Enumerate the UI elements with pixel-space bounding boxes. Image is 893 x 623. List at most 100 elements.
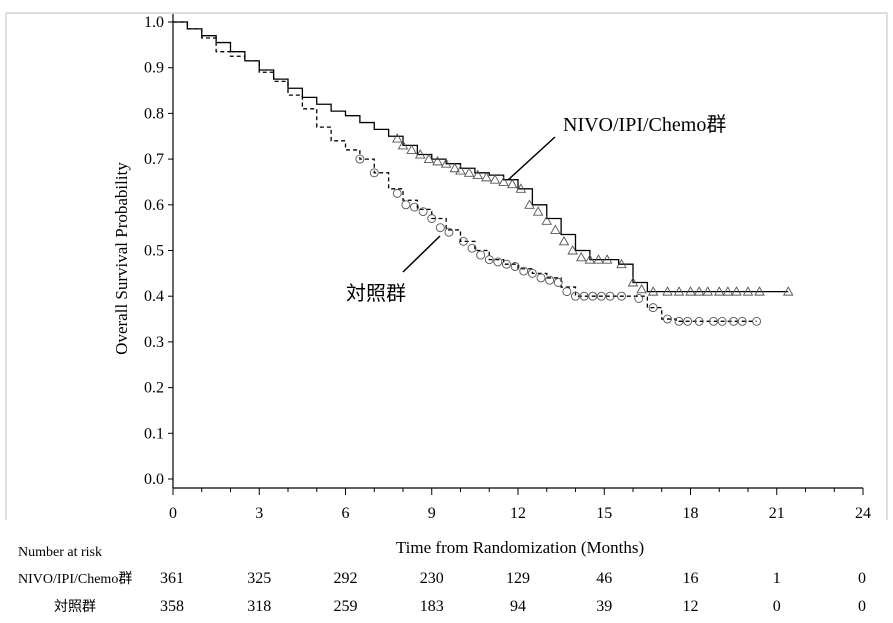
risk-value-nivo: 129 [506, 570, 530, 587]
censor-mark-control [571, 291, 580, 301]
risk-value-nivo: 292 [334, 570, 358, 587]
censor-mark-nivo [722, 286, 734, 296]
y-tick-label: 1.0 [144, 14, 164, 31]
censor-mark-nivo [432, 155, 443, 166]
series-group [173, 21, 794, 326]
censor-mark-control [605, 291, 615, 301]
risk-value-control: 39 [596, 598, 612, 615]
censor-mark-control [737, 316, 747, 326]
censor-mark-control [683, 316, 693, 326]
censor-mark-nivo [647, 286, 659, 296]
censor-mark-nivo [702, 286, 714, 296]
y-tick-label: 0.1 [144, 425, 164, 442]
censor-mark-nivo [391, 133, 403, 143]
censor-mark-control [634, 294, 644, 303]
censor-mark-nivo [662, 286, 673, 296]
censor-mark-control [484, 255, 494, 265]
risk-value-nivo: 230 [420, 570, 444, 587]
censor-mark-nivo [472, 169, 484, 180]
censor-mark-nivo [616, 258, 627, 269]
censor-mark-control [410, 202, 419, 212]
censor-mark-nivo [532, 206, 544, 216]
censor-mark-control [562, 287, 572, 297]
censor-mark-nivo [567, 245, 578, 255]
censor-mark-nivo [601, 254, 613, 264]
censor-mark-nivo [397, 139, 409, 150]
nivo-callout-label: NIVO/IPI/Chemo群 [563, 113, 726, 136]
censor-mark-control [427, 214, 437, 223]
y-tick-label: 0.6 [144, 197, 164, 214]
risk-value-control: 0 [858, 598, 866, 615]
x-tick-label: 12 [510, 505, 526, 522]
nivo-callout-line [507, 136, 556, 181]
censor-mark-control [694, 316, 704, 326]
censor-mark-nivo [489, 174, 501, 184]
y-axis-title: Overall Survival Probability [112, 162, 131, 355]
censor-mark-control [588, 291, 598, 301]
x-axis-title: Time from Randomization (Months) [396, 538, 644, 557]
y-tick-label: 0.4 [144, 288, 164, 305]
risk-table-title: Number at risk [18, 545, 102, 560]
risk-value-nivo: 46 [596, 570, 612, 587]
censor-mark-nivo [673, 286, 685, 296]
plot-frame [5, 12, 888, 520]
censor-mark-control [502, 259, 511, 269]
censor-mark-control [663, 314, 672, 324]
censor-mark-nivo [754, 286, 765, 296]
censor-mark-control [401, 200, 411, 210]
x-tick-label: 6 [342, 505, 350, 522]
censor-mark-nivo [742, 286, 754, 296]
censor-mark-control [435, 223, 445, 233]
censor-mark-control [444, 227, 454, 237]
censor-mark-nivo [627, 277, 639, 287]
censor-mark-nivo [593, 254, 604, 264]
censor-mark-nivo [463, 167, 475, 177]
censor-mark-nivo [782, 286, 794, 296]
x-tick-label: 24 [855, 505, 871, 522]
x-tick-label: 3 [255, 505, 263, 522]
censor-mark-nivo [515, 183, 527, 193]
censor-mark-nivo [550, 224, 561, 234]
censor-mark-nivo [423, 153, 435, 164]
risk-value-control: 318 [247, 598, 271, 615]
censor-mark-control [709, 316, 718, 326]
censor-mark-control [596, 291, 606, 301]
risk-value-control: 12 [683, 598, 699, 615]
risk-value-nivo: 16 [683, 570, 699, 587]
x-tick-label: 21 [769, 505, 785, 522]
censor-mark-control [392, 188, 402, 198]
censor-mark-nivo [575, 251, 587, 262]
y-tick-label: 0.7 [144, 151, 164, 168]
censor-mark-control [536, 273, 546, 283]
control-callout-line [402, 235, 441, 273]
censor-mark-control [476, 250, 486, 260]
censor-mark-control [617, 291, 626, 301]
y-tick-label: 0.2 [144, 380, 164, 397]
censor-mark-control [553, 278, 563, 287]
censor-mark-nivo [455, 165, 466, 175]
censor-mark-control [674, 316, 684, 326]
censor-mark-control [648, 303, 658, 313]
risk-value-nivo: 0 [858, 570, 866, 587]
y-tick-label: 0.8 [144, 105, 164, 122]
censor-mark-nivo [406, 144, 417, 154]
series-control [173, 21, 762, 326]
risk-value-nivo: 325 [247, 570, 271, 587]
series-line-control [173, 21, 757, 322]
censor-mark-control [467, 243, 477, 253]
censor-mark-nivo [713, 286, 725, 296]
censor-mark-control [519, 266, 529, 276]
censor-mark-control [752, 316, 762, 326]
x-tick-label: 18 [683, 505, 699, 522]
x-tick-label: 9 [428, 505, 436, 522]
censor-mark-control [458, 236, 468, 246]
censor-mark-control [493, 257, 503, 267]
censor-mark-control [545, 275, 555, 285]
censor-mark-control [369, 168, 379, 178]
risk-row-label-control: 対照群 [54, 599, 96, 615]
censor-mark-nivo [481, 171, 492, 182]
risk-table: Number at risk NIVO/IPI/Chemo群 対照群 361 32… [18, 545, 866, 615]
censor-mark-nivo [558, 235, 570, 246]
censor-mark-control [355, 154, 365, 164]
